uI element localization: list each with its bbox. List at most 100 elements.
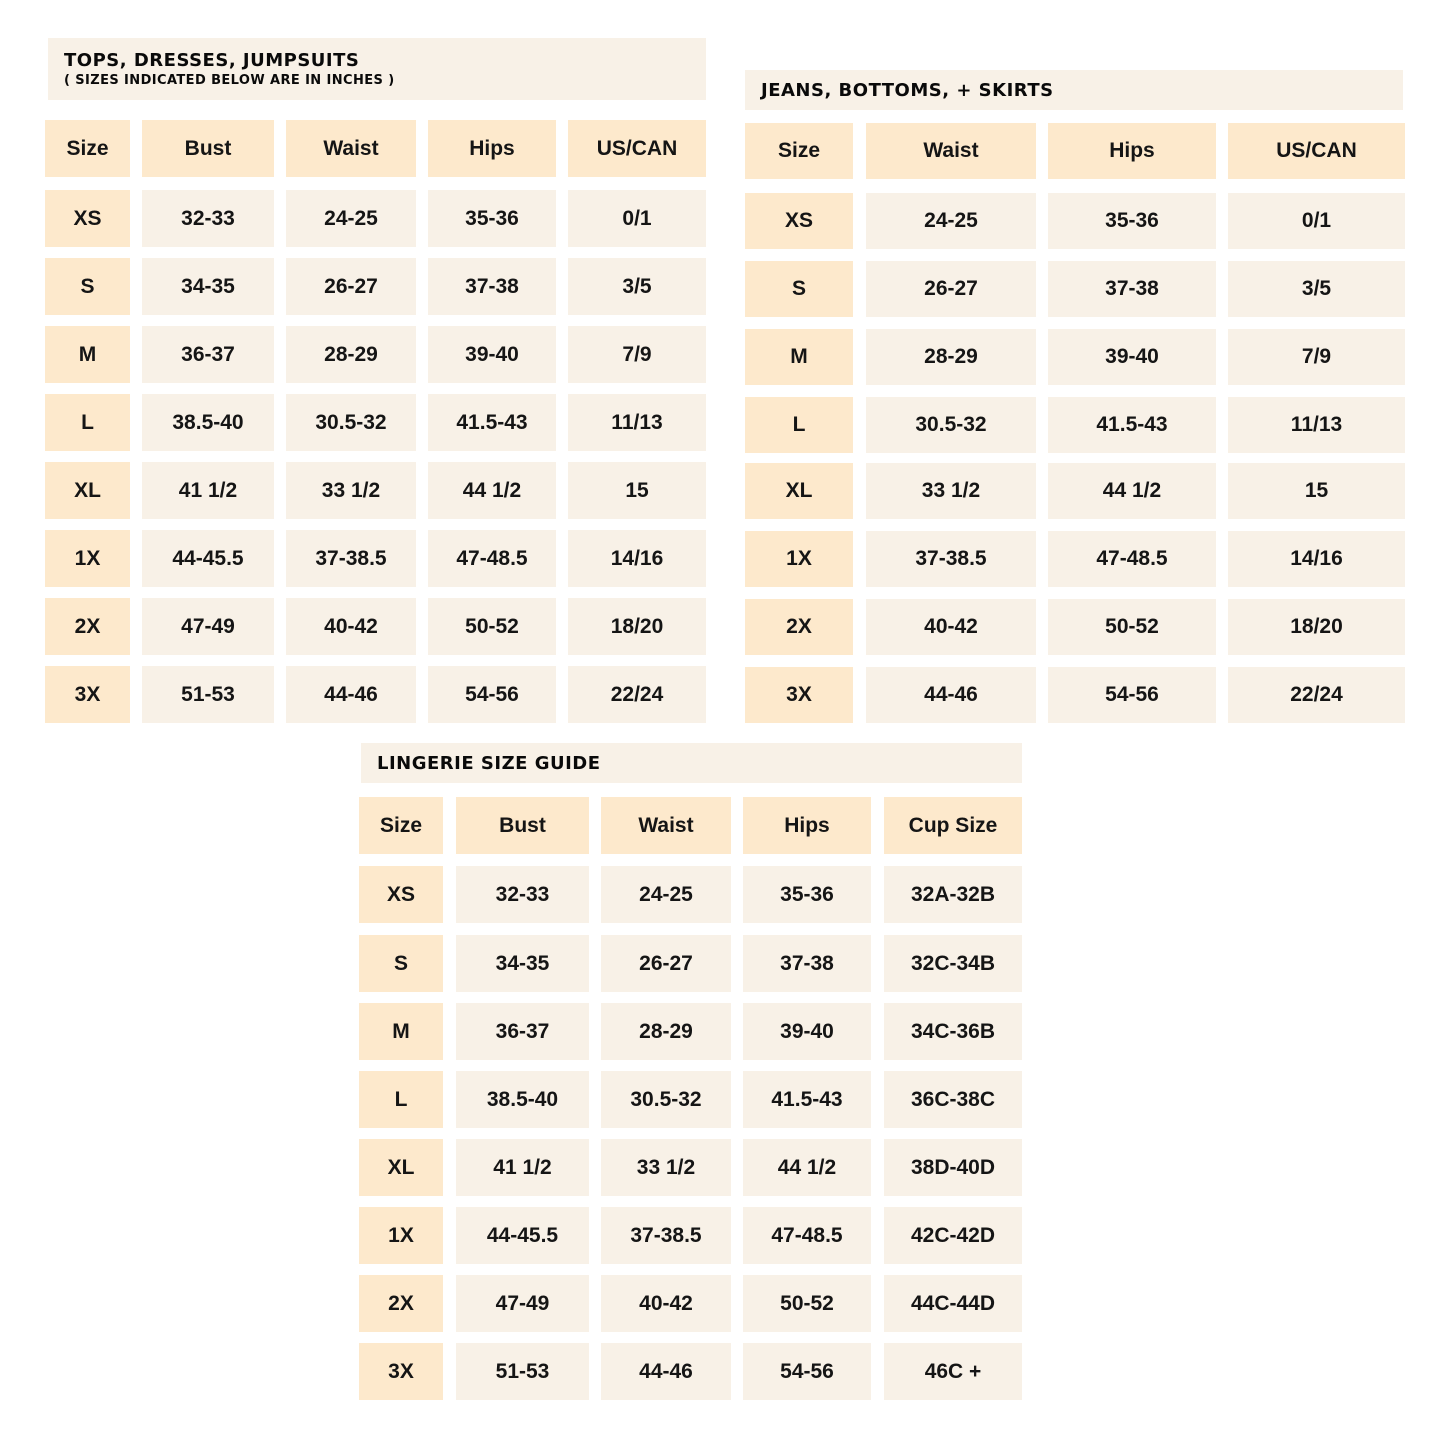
size-label-cell: XS <box>45 190 130 247</box>
size-label-cell: S <box>745 261 853 317</box>
table-cell: 14/16 <box>1228 531 1405 587</box>
table-cell: 40-42 <box>601 1275 731 1332</box>
column-header: Size <box>745 123 853 179</box>
size-label-cell: 3X <box>745 667 853 723</box>
size-label-cell: 1X <box>745 531 853 587</box>
table-cell: 7/9 <box>1228 329 1405 385</box>
table-cell: 22/24 <box>1228 667 1405 723</box>
table-cell: 41 1/2 <box>456 1139 589 1196</box>
table-title: LINGERIE SIZE GUIDE <box>361 743 1022 783</box>
table-cell: 39-40 <box>428 326 556 383</box>
table-cell: 39-40 <box>1048 329 1216 385</box>
table-cell: 30.5-32 <box>601 1071 731 1128</box>
table-cell: 0/1 <box>1228 193 1405 249</box>
table-cell: 50-52 <box>743 1275 871 1332</box>
table-cell: 46C + <box>884 1343 1022 1400</box>
size-label-cell: XL <box>359 1139 443 1196</box>
column-header: Cup Size <box>884 797 1022 854</box>
table-cell: 50-52 <box>1048 599 1216 655</box>
table-cell: 33 1/2 <box>286 462 416 519</box>
size-label-cell: S <box>45 258 130 315</box>
table-cell: 44-45.5 <box>142 530 274 587</box>
size-label-cell: 1X <box>359 1207 443 1264</box>
table-title-text: LINGERIE SIZE GUIDE <box>377 752 601 774</box>
column-header: Bust <box>456 797 589 854</box>
table-cell: 11/13 <box>568 394 706 451</box>
size-label-cell: S <box>359 935 443 992</box>
table-cell: 26-27 <box>866 261 1036 317</box>
table-title-text: JEANS, BOTTOMS, + SKIRTS <box>761 79 1054 101</box>
size-label-cell: L <box>745 397 853 453</box>
column-header: Size <box>45 120 130 177</box>
table-cell: 37-38.5 <box>866 531 1036 587</box>
table-subtitle: ( SIZES INDICATED BELOW ARE IN INCHES ) <box>64 73 395 88</box>
table-cell: 36-37 <box>142 326 274 383</box>
table-cell: 30.5-32 <box>286 394 416 451</box>
table-cell: 38.5-40 <box>142 394 274 451</box>
column-header: Hips <box>428 120 556 177</box>
table-cell: 47-48.5 <box>1048 531 1216 587</box>
column-header: Size <box>359 797 443 854</box>
table-cell: 34-35 <box>456 935 589 992</box>
table-cell: 47-49 <box>142 598 274 655</box>
table-cell: 41 1/2 <box>142 462 274 519</box>
table-cell: 37-38 <box>743 935 871 992</box>
table-title-text: TOPS, DRESSES, JUMPSUITS <box>64 50 360 71</box>
size-label-cell: XL <box>45 462 130 519</box>
table-cell: 36C-38C <box>884 1071 1022 1128</box>
table-cell: 39-40 <box>743 1003 871 1060</box>
size-label-cell: M <box>745 329 853 385</box>
table-cell: 54-56 <box>1048 667 1216 723</box>
size-label-cell: L <box>45 394 130 451</box>
size-label-cell: XS <box>745 193 853 249</box>
table-cell: 30.5-32 <box>866 397 1036 453</box>
size-label-cell: 1X <box>45 530 130 587</box>
size-label-cell: XL <box>745 463 853 519</box>
table-cell: 38.5-40 <box>456 1071 589 1128</box>
size-label-cell: 2X <box>359 1275 443 1332</box>
column-header: US/CAN <box>568 120 706 177</box>
table-cell: 37-38 <box>428 258 556 315</box>
table-cell: 15 <box>1228 463 1405 519</box>
column-header: US/CAN <box>1228 123 1405 179</box>
table-cell: 3/5 <box>1228 261 1405 317</box>
table-cell: 18/20 <box>1228 599 1405 655</box>
column-header: Waist <box>601 797 731 854</box>
table-cell: 47-49 <box>456 1275 589 1332</box>
table-cell: 44-46 <box>601 1343 731 1400</box>
table-cell: 33 1/2 <box>601 1139 731 1196</box>
table-cell: 38D-40D <box>884 1139 1022 1196</box>
table-cell: 47-48.5 <box>743 1207 871 1264</box>
size-label-cell: 3X <box>359 1343 443 1400</box>
size-label-cell: 3X <box>45 666 130 723</box>
table-cell: 34C-36B <box>884 1003 1022 1060</box>
table-cell: 47-48.5 <box>428 530 556 587</box>
table-cell: 44-46 <box>866 667 1036 723</box>
table-cell: 24-25 <box>601 866 731 923</box>
table-cell: 37-38.5 <box>601 1207 731 1264</box>
table-cell: 40-42 <box>286 598 416 655</box>
size-label-cell: XS <box>359 866 443 923</box>
table-cell: 41.5-43 <box>1048 397 1216 453</box>
table-title: TOPS, DRESSES, JUMPSUITS ( SIZES INDICATE… <box>48 38 706 100</box>
table-cell: 32-33 <box>142 190 274 247</box>
table-cell: 14/16 <box>568 530 706 587</box>
column-header: Waist <box>866 123 1036 179</box>
table-cell: 54-56 <box>428 666 556 723</box>
table-cell: 54-56 <box>743 1343 871 1400</box>
table-cell: 28-29 <box>601 1003 731 1060</box>
table-cell: 34-35 <box>142 258 274 315</box>
table-cell: 26-27 <box>601 935 731 992</box>
column-header: Bust <box>142 120 274 177</box>
table-cell: 44C-44D <box>884 1275 1022 1332</box>
table-cell: 22/24 <box>568 666 706 723</box>
size-label-cell: 2X <box>45 598 130 655</box>
table-cell: 35-36 <box>1048 193 1216 249</box>
table-cell: 32C-34B <box>884 935 1022 992</box>
table-cell: 36-37 <box>456 1003 589 1060</box>
table-cell: 28-29 <box>286 326 416 383</box>
table-title: JEANS, BOTTOMS, + SKIRTS <box>745 70 1403 110</box>
column-header: Waist <box>286 120 416 177</box>
table-cell: 35-36 <box>743 866 871 923</box>
table-cell: 0/1 <box>568 190 706 247</box>
